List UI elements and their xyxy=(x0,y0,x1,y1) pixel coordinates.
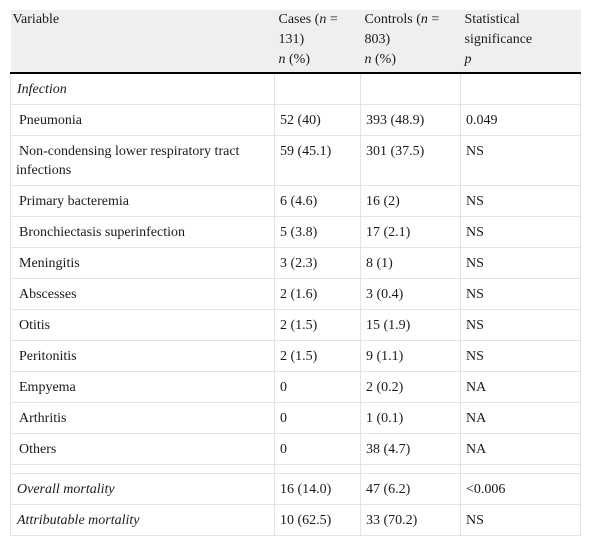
row-cases: 0 xyxy=(274,402,361,434)
row-controls: 301 (37.5) xyxy=(360,135,461,186)
row-label: Non-condensing lower respiratory tract i… xyxy=(10,135,275,186)
row-cases: 0 xyxy=(274,371,361,403)
spacer-row xyxy=(10,464,581,474)
row-controls: 3 (0.4) xyxy=(360,278,461,310)
section-label-infection: Infection xyxy=(10,72,275,105)
row-label: Arthritis xyxy=(10,402,275,434)
row-significance: NS xyxy=(460,185,581,217)
header-cases: Cases (n = 131) xyxy=(274,10,361,50)
header-variable-unit xyxy=(10,50,275,74)
row-cases: 5 (3.8) xyxy=(274,216,361,248)
row-significance: NA xyxy=(460,371,581,403)
table-body: Infection Pneumonia 52 (40) 393 (48.9) 0… xyxy=(10,72,581,536)
overall-mortality-significance: <0.006 xyxy=(460,473,581,505)
results-table: Variable Cases (n = 131) Controls (n = 8… xyxy=(10,10,581,536)
attributable-mortality-significance: NS xyxy=(460,504,581,536)
row-cases: 3 (2.3) xyxy=(274,247,361,279)
table-row: Non-condensing lower respiratory tract i… xyxy=(10,135,581,186)
row-cases: 2 (1.5) xyxy=(274,340,361,372)
header-cases-unit: n (%) xyxy=(274,50,361,74)
header-controls: Controls (n = 803) xyxy=(360,10,461,50)
row-controls: 15 (1.9) xyxy=(360,309,461,341)
spacer-cell xyxy=(360,464,461,474)
row-significance: NS xyxy=(460,135,581,186)
results-table-container: Variable Cases (n = 131) Controls (n = 8… xyxy=(10,10,581,536)
row-controls: 38 (4.7) xyxy=(360,433,461,465)
header-row: Variable Cases (n = 131) Controls (n = 8… xyxy=(10,10,581,50)
overall-mortality-controls: 47 (6.2) xyxy=(360,473,461,505)
table-header: Variable Cases (n = 131) Controls (n = 8… xyxy=(10,10,581,74)
table-row: Others 0 38 (4.7) NA xyxy=(10,433,581,465)
attributable-mortality-row: Attributable mortality 10 (62.5) 33 (70.… xyxy=(10,504,581,536)
table-row: Peritonitis 2 (1.5) 9 (1.1) NS xyxy=(10,340,581,372)
header-variable: Variable xyxy=(10,10,275,50)
row-cases: 2 (1.6) xyxy=(274,278,361,310)
row-label: Empyema xyxy=(10,371,275,403)
overall-mortality-cases: 16 (14.0) xyxy=(274,473,361,505)
spacer-cell xyxy=(10,464,275,474)
row-controls: 9 (1.1) xyxy=(360,340,461,372)
row-cases: 0 xyxy=(274,433,361,465)
table-row: Empyema 0 2 (0.2) NA xyxy=(10,371,581,403)
row-controls: 2 (0.2) xyxy=(360,371,461,403)
row-significance: NA xyxy=(460,433,581,465)
section-row-infection: Infection xyxy=(10,72,581,105)
row-significance: 0.049 xyxy=(460,104,581,136)
row-controls: 16 (2) xyxy=(360,185,461,217)
row-label: Otitis xyxy=(10,309,275,341)
section-empty-cell xyxy=(460,72,581,105)
row-cases: 59 (45.1) xyxy=(274,135,361,186)
row-label: Primary bacteremia xyxy=(10,185,275,217)
table-row: Abscesses 2 (1.6) 3 (0.4) NS xyxy=(10,278,581,310)
row-controls: 17 (2.1) xyxy=(360,216,461,248)
section-empty-cell xyxy=(274,72,361,105)
table-row: Meningitis 3 (2.3) 8 (1) NS xyxy=(10,247,581,279)
spacer-cell xyxy=(274,464,361,474)
header-units-row: n (%) n (%) p xyxy=(10,50,581,74)
row-label: Meningitis xyxy=(10,247,275,279)
row-cases: 52 (40) xyxy=(274,104,361,136)
spacer-cell xyxy=(460,464,581,474)
row-significance: NS xyxy=(460,278,581,310)
row-label: Abscesses xyxy=(10,278,275,310)
table-row: Pneumonia 52 (40) 393 (48.9) 0.049 xyxy=(10,104,581,136)
row-controls: 393 (48.9) xyxy=(360,104,461,136)
table-row: Primary bacteremia 6 (4.6) 16 (2) NS xyxy=(10,185,581,217)
header-stat-unit: p xyxy=(460,50,581,74)
row-label: Others xyxy=(10,433,275,465)
row-cases: 6 (4.6) xyxy=(274,185,361,217)
attributable-mortality-label: Attributable mortality xyxy=(10,504,275,536)
attributable-mortality-cases: 10 (62.5) xyxy=(274,504,361,536)
row-cases: 2 (1.5) xyxy=(274,309,361,341)
section-empty-cell xyxy=(360,72,461,105)
row-label: Bronchiectasis superinfection xyxy=(10,216,275,248)
attributable-mortality-controls: 33 (70.2) xyxy=(360,504,461,536)
row-significance: NS xyxy=(460,309,581,341)
row-significance: NS xyxy=(460,216,581,248)
row-significance: NS xyxy=(460,247,581,279)
row-label: Peritonitis xyxy=(10,340,275,372)
row-controls: 8 (1) xyxy=(360,247,461,279)
row-significance: NS xyxy=(460,340,581,372)
header-controls-unit: n (%) xyxy=(360,50,461,74)
row-controls: 1 (0.1) xyxy=(360,402,461,434)
overall-mortality-row: Overall mortality 16 (14.0) 47 (6.2) <0.… xyxy=(10,473,581,505)
overall-mortality-label: Overall mortality xyxy=(10,473,275,505)
row-significance: NA xyxy=(460,402,581,434)
table-row: Arthritis 0 1 (0.1) NA xyxy=(10,402,581,434)
row-label: Pneumonia xyxy=(10,104,275,136)
table-row: Bronchiectasis superinfection 5 (3.8) 17… xyxy=(10,216,581,248)
table-row: Otitis 2 (1.5) 15 (1.9) NS xyxy=(10,309,581,341)
header-statistical-significance: Statistical significance xyxy=(460,10,581,50)
